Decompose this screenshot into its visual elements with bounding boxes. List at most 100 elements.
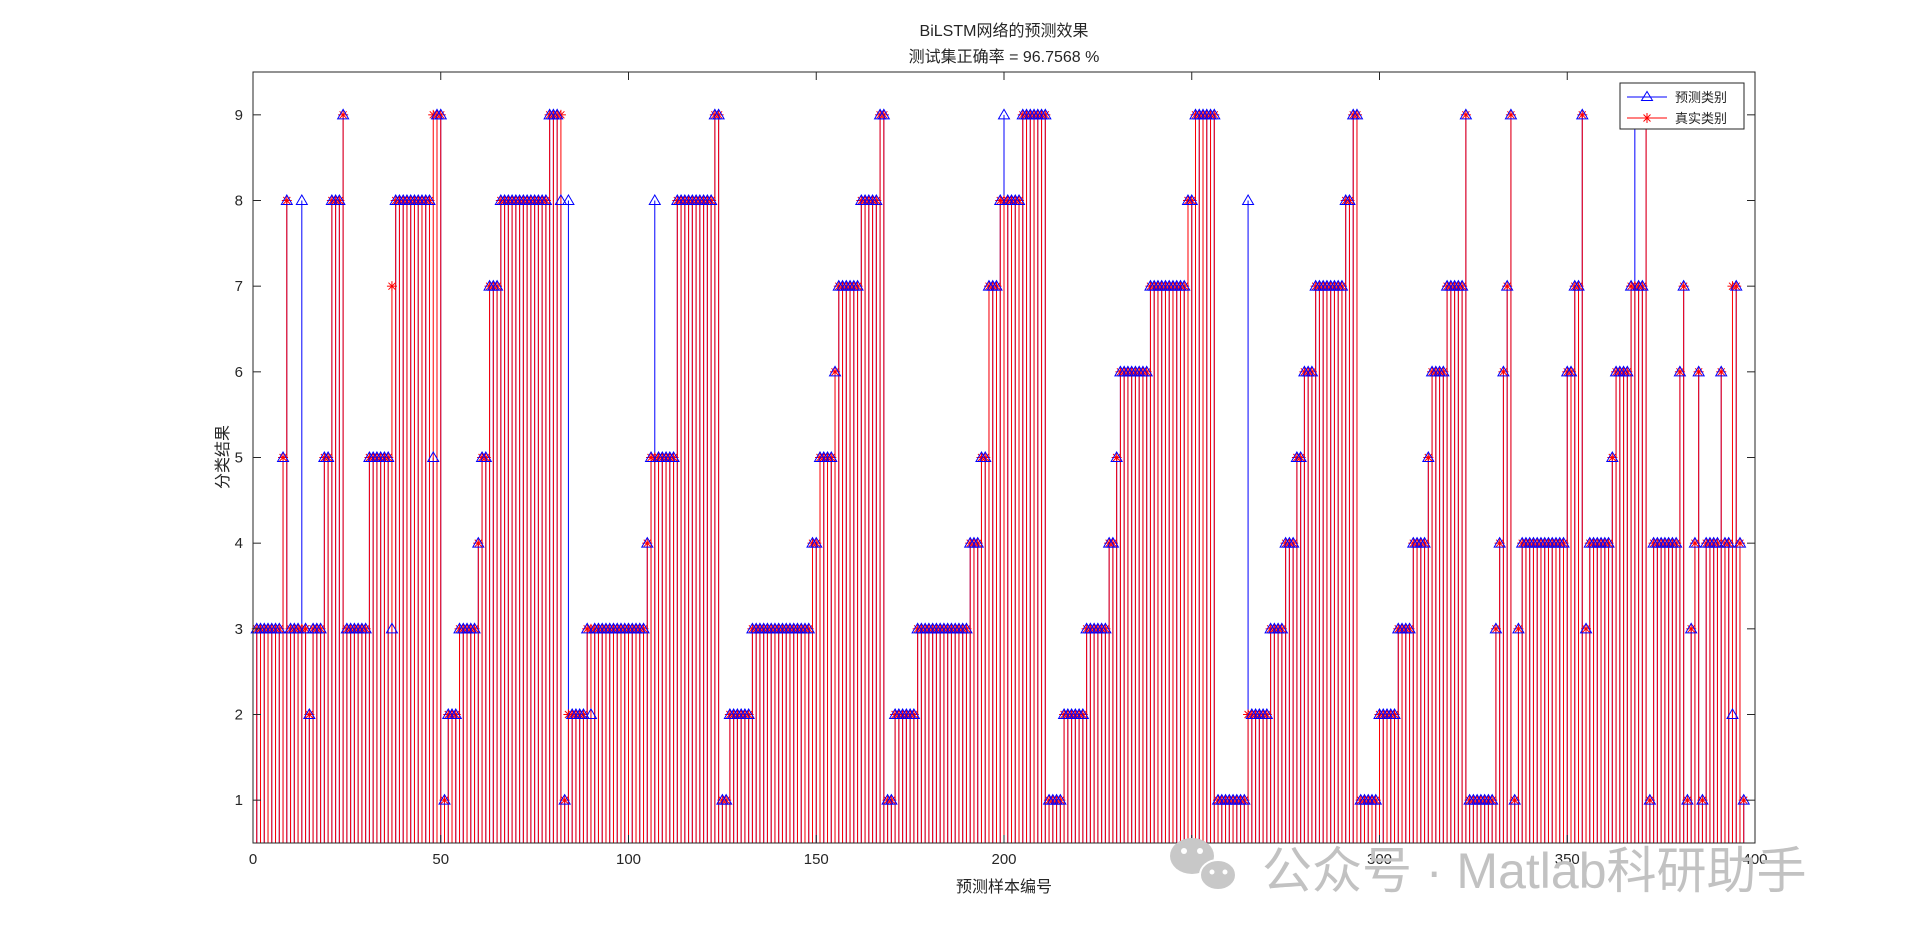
legend-label-predicted: 预测类别 — [1675, 90, 1727, 105]
marker-predicted — [276, 451, 290, 462]
marker-predicted — [1500, 279, 1514, 291]
marker-predicted — [1692, 365, 1706, 377]
marker-predicted — [423, 194, 436, 205]
marker-predicted — [1241, 194, 1255, 205]
marker-predicted — [907, 708, 921, 719]
marker-predicted — [1110, 451, 1124, 462]
marker-predicted — [742, 708, 756, 719]
marker-predicted — [1726, 708, 1739, 719]
marker-predicted — [385, 622, 399, 634]
marker-predicted — [314, 622, 327, 634]
marker-predicted — [1575, 108, 1589, 120]
stem-lines — [256, 114, 1745, 843]
marker-predicted — [1369, 793, 1383, 805]
marker-predicted — [1294, 451, 1308, 462]
marker-predicted — [554, 194, 568, 205]
marker-predicted — [1260, 708, 1274, 719]
marker-predicted — [1177, 279, 1191, 291]
marker-predicted — [426, 451, 440, 462]
marker-predicted — [851, 279, 864, 291]
chart-title: BiLSTM网络的预测效果 — [920, 21, 1089, 40]
marker-predicted — [990, 279, 1003, 291]
marker-predicted — [1557, 536, 1570, 548]
marker-predicted — [584, 708, 598, 719]
marker-predicted — [997, 108, 1011, 120]
marker-predicted — [712, 108, 725, 120]
marker-predicted — [1335, 279, 1349, 291]
marker-predicted — [1605, 451, 1619, 462]
marker-predicted — [1038, 108, 1052, 120]
marker-predicted — [648, 194, 662, 205]
y-tick-label: 2 — [235, 707, 243, 724]
marker-predicted — [1343, 194, 1356, 205]
marker-predicted — [960, 622, 973, 634]
marker-predicted — [1677, 279, 1691, 291]
marker-predicted — [577, 708, 590, 719]
x-tick-label: 350 — [1555, 851, 1580, 868]
marker-predicted — [272, 622, 286, 634]
x-tick-label: 300 — [1367, 851, 1392, 868]
marker-predicted — [291, 622, 305, 634]
marker-predicted — [1418, 536, 1431, 548]
marker-predicted — [1185, 194, 1199, 205]
marker-predicted — [1512, 622, 1525, 634]
marker-predicted — [1305, 365, 1319, 377]
marker-predicted — [877, 108, 891, 120]
x-tick-label: 50 — [432, 851, 449, 868]
markers — [250, 108, 1751, 806]
marker-predicted — [1635, 279, 1649, 291]
y-tick-label: 7 — [235, 278, 243, 295]
y-tick-label: 3 — [235, 621, 243, 638]
marker-predicted — [704, 194, 718, 205]
marker-predicted — [644, 451, 658, 462]
marker-predicted — [471, 536, 485, 548]
marker-predicted — [381, 451, 395, 462]
marker-predicted — [299, 622, 312, 634]
y-tick-label: 5 — [235, 450, 243, 467]
marker-predicted — [1688, 536, 1702, 548]
x-tick-label: 400 — [1742, 851, 1767, 868]
y-tick-label: 4 — [235, 535, 243, 552]
marker-predicted — [1237, 793, 1251, 805]
marker-predicted — [438, 793, 451, 805]
marker-predicted — [824, 451, 838, 462]
marker-predicted — [1696, 793, 1709, 805]
marker-predicted — [1076, 708, 1090, 719]
marker-predicted — [1684, 622, 1698, 634]
marker-true — [386, 281, 397, 292]
marker-predicted — [332, 194, 346, 205]
marker-predicted — [1012, 194, 1026, 205]
marker-predicted — [490, 279, 504, 291]
marker-predicted — [1388, 708, 1401, 719]
marker-predicted — [1624, 279, 1638, 291]
marker-predicted — [1504, 108, 1518, 120]
legend-marker-asterisk — [1642, 113, 1652, 123]
y-tick-label: 9 — [235, 107, 243, 124]
marker-predicted — [993, 194, 1007, 205]
marker-predicted — [828, 365, 842, 377]
marker-predicted — [359, 622, 373, 634]
x-tick-label: 0 — [249, 851, 257, 868]
x-axis-label: 预测样本编号 — [956, 878, 1052, 896]
marker-predicted — [1673, 365, 1687, 377]
marker-predicted — [1572, 279, 1585, 291]
marker-predicted — [1722, 536, 1736, 548]
legend-marker-triangle — [1640, 90, 1654, 101]
marker-predicted — [1733, 536, 1747, 548]
marker-predicted — [971, 536, 985, 548]
watermark-text: 公众号 · Matlab科研助手 — [1262, 843, 1807, 899]
marker-predicted — [479, 451, 493, 462]
marker-predicted — [978, 451, 992, 462]
marker-predicted — [1459, 108, 1473, 120]
marker-predicted — [1729, 279, 1743, 291]
marker-predicted — [1737, 793, 1751, 805]
marker-predicted — [280, 194, 294, 205]
y-tick-label: 8 — [235, 193, 243, 210]
marker-predicted — [1436, 365, 1450, 377]
marker-predicted — [884, 793, 898, 805]
watermark: 公众号 · Matlab科研助手 — [1170, 838, 1807, 899]
x-tick-label: 200 — [991, 851, 1016, 868]
marker-predicted — [1564, 365, 1578, 377]
marker-predicted — [667, 451, 680, 462]
